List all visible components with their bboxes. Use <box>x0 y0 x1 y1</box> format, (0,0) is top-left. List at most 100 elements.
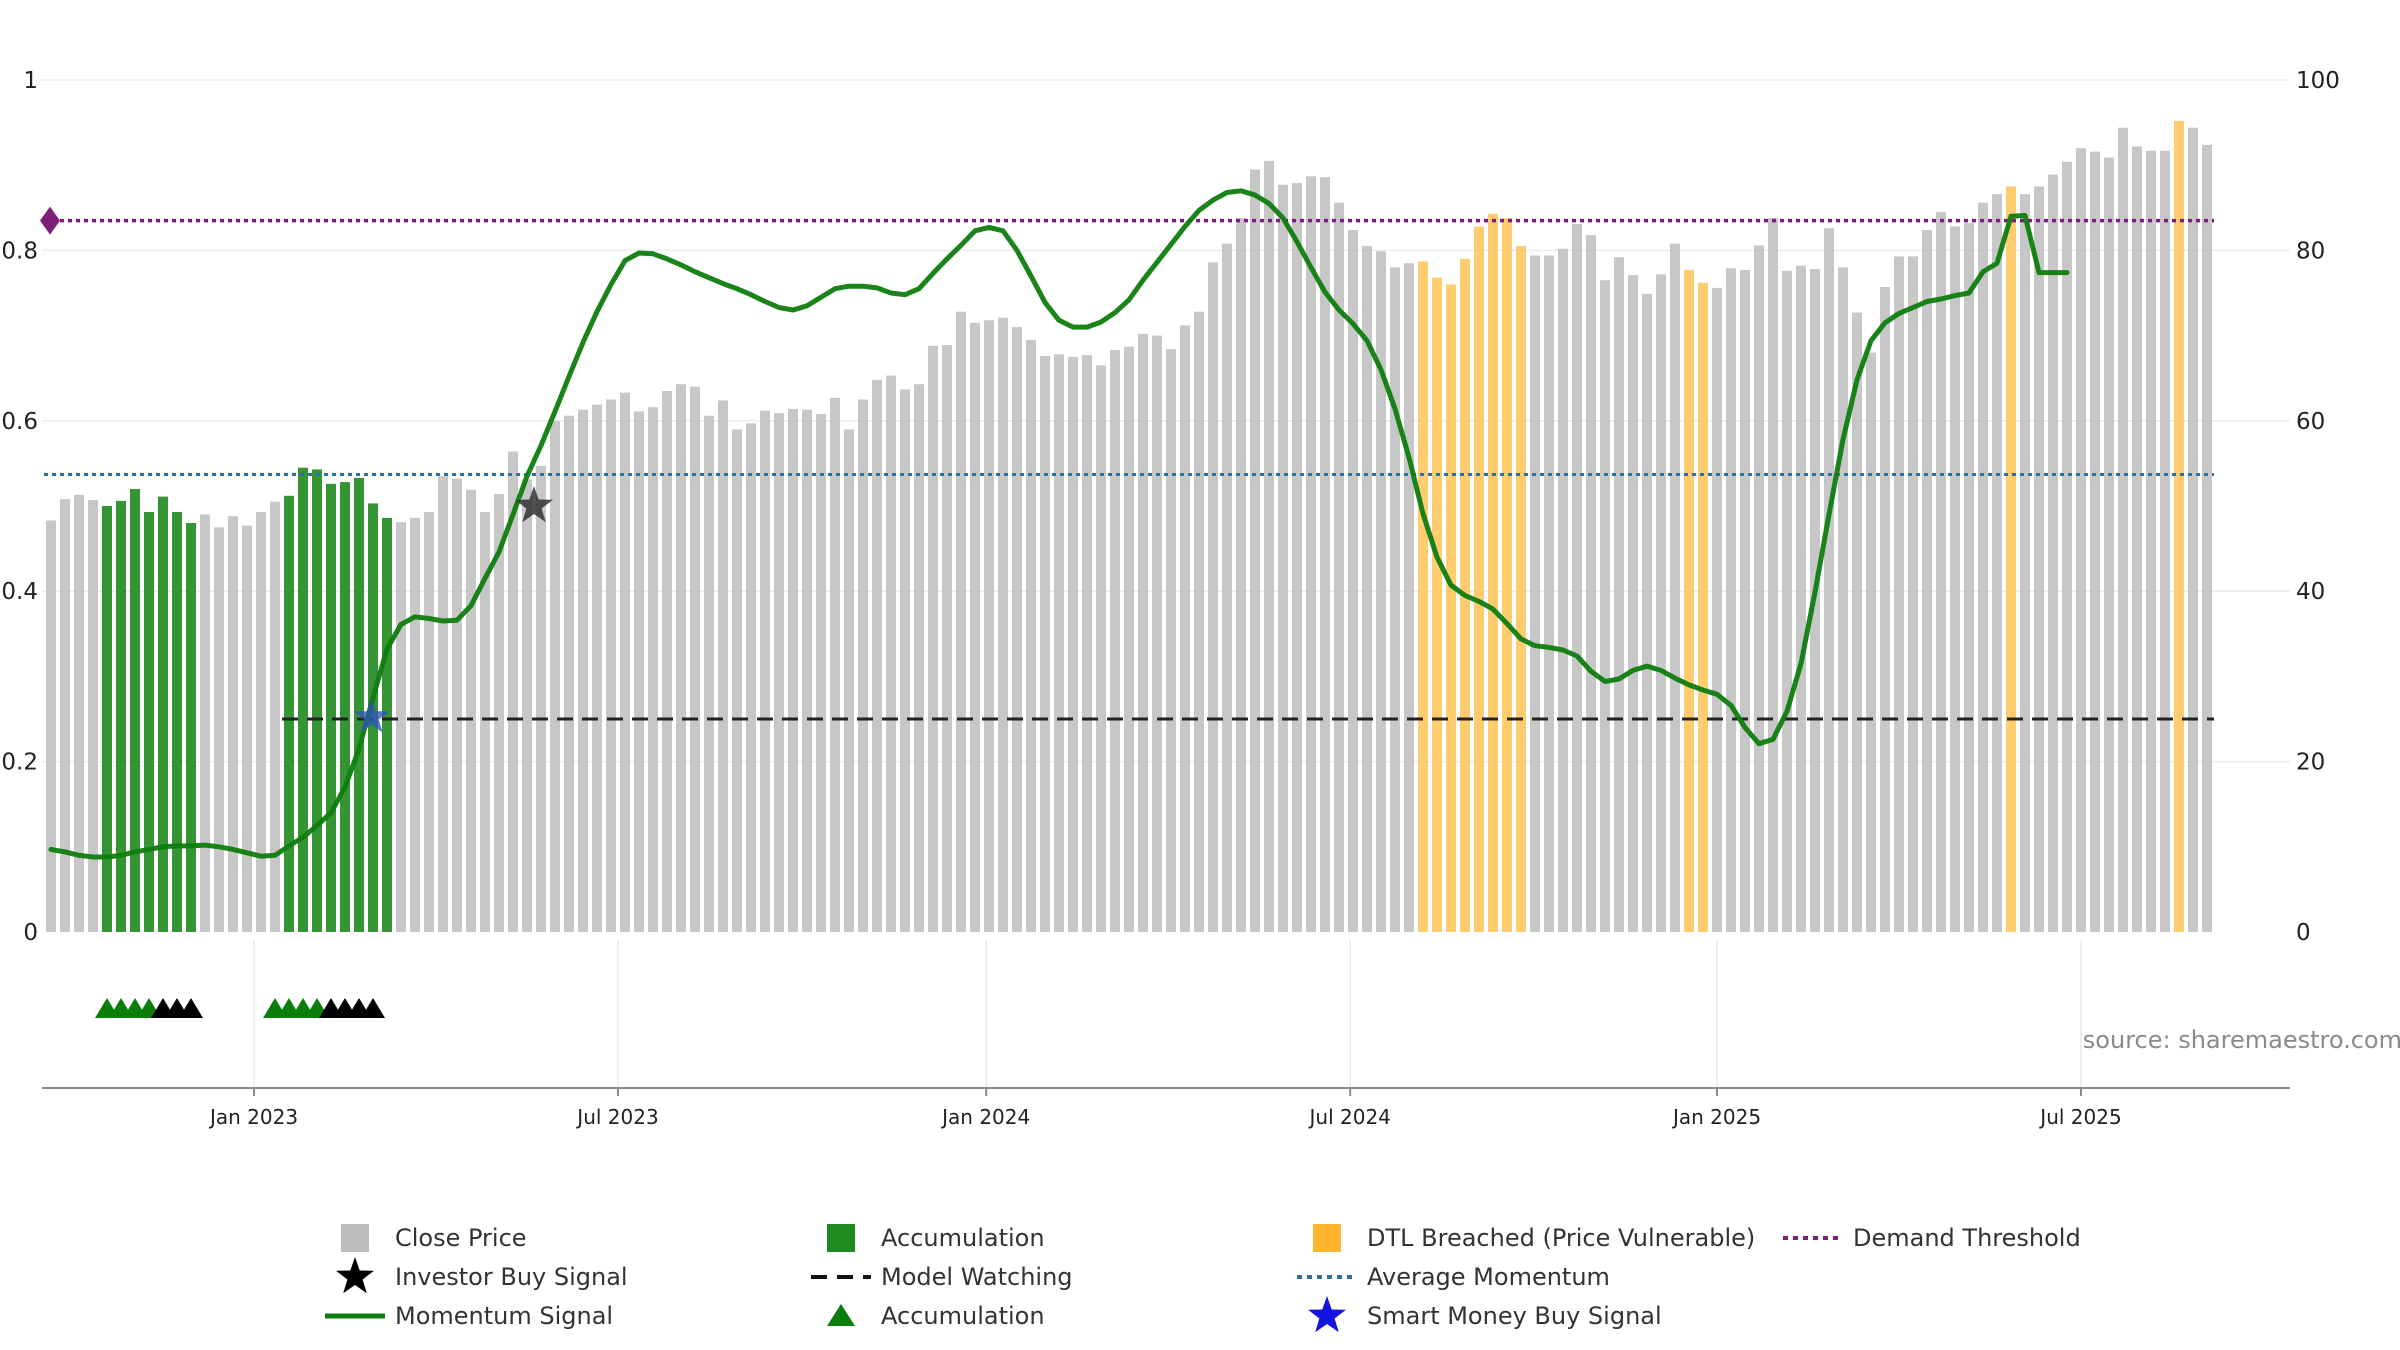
close-price-bar <box>1362 246 1372 933</box>
close-price-bar <box>1530 255 1540 932</box>
close-price-bar <box>1348 230 1358 932</box>
dtl-breached-bar <box>2174 120 2184 932</box>
accumulation-bar <box>340 482 350 932</box>
momentum-signal-line <box>48 188 2070 860</box>
legend-item: Accumulation <box>827 1302 1045 1330</box>
close-price-bar <box>1852 312 1862 933</box>
y-right-tick-label: 100 <box>2296 68 2340 94</box>
close-price-bar <box>970 322 980 932</box>
close-price-bar <box>830 397 840 932</box>
close-price-bar <box>760 410 770 933</box>
close-price-bar <box>1950 226 1960 932</box>
x-tick-label: Jan 2023 <box>208 1105 298 1129</box>
close-price-bar <box>578 409 588 932</box>
close-price-bar <box>942 345 952 932</box>
dtl-breached-bar <box>1474 226 1484 932</box>
legend-item: Average Momentum <box>1297 1263 1610 1291</box>
close-price-bar <box>2090 151 2100 933</box>
close-price-bar <box>508 451 518 932</box>
close-price-bar <box>1292 183 1302 933</box>
close-price-bar <box>2160 150 2170 932</box>
close-price-bar <box>2202 144 2212 933</box>
accumulation-triangle-black <box>361 998 385 1018</box>
dtl-breached-bar <box>1502 218 1512 932</box>
close-price-bar <box>1320 177 1330 933</box>
close-price-bar <box>886 375 896 933</box>
accumulation-bar <box>130 489 140 932</box>
close-price-bar <box>1978 202 1988 932</box>
accumulation-bar <box>102 506 112 932</box>
close-price-bar <box>774 413 784 933</box>
y-right-tick-label: 60 <box>2296 409 2325 435</box>
demand-threshold-marker <box>40 206 60 235</box>
close-price-bar <box>1964 223 1974 933</box>
close-price-bar <box>1222 243 1232 933</box>
close-price-bar <box>480 512 490 932</box>
legend-label: Investor Buy Signal <box>395 1263 628 1291</box>
legend-item: Close Price <box>341 1224 527 1252</box>
close-price-bar <box>2034 186 2044 932</box>
legend-item: Momentum Signal <box>325 1302 613 1330</box>
close-price-bar <box>1278 184 1288 933</box>
close-price-bar <box>1838 267 1848 932</box>
close-price-bar <box>1026 339 1036 932</box>
close-price-bar <box>1124 346 1134 932</box>
legend-close-price-swatch <box>341 1224 369 1252</box>
smart-money-buy-signal-star <box>353 698 390 733</box>
close-price-bar <box>228 516 238 932</box>
reference-lines <box>40 206 2214 721</box>
close-price-bar <box>1782 270 1792 932</box>
legend-item: Accumulation <box>827 1224 1045 1252</box>
legend-label: Close Price <box>395 1224 527 1252</box>
close-price-bar <box>648 407 658 932</box>
close-price-bar <box>2062 161 2072 933</box>
close-price-bar <box>2146 150 2156 932</box>
close-price-bar <box>410 517 420 932</box>
close-price-bar <box>1670 243 1680 933</box>
close-price-bar <box>956 311 966 932</box>
accumulation-bar <box>158 496 168 932</box>
y-left-tick-label: 0.6 <box>1 409 38 435</box>
x-tick-label: Jul 2023 <box>575 1105 658 1129</box>
close-price-bar <box>690 386 700 932</box>
y-right-tick-label: 0 <box>2296 920 2311 946</box>
close-price-bar <box>214 527 224 932</box>
close-price-bar <box>732 429 742 932</box>
close-price-bar <box>1138 333 1148 932</box>
close-price-bar <box>1754 245 1764 933</box>
legend-item: Smart Money Buy Signal <box>1308 1296 1662 1333</box>
close-price-bar <box>550 420 560 932</box>
y-left-tick-label: 0.4 <box>1 579 38 605</box>
close-price-bar <box>1586 235 1596 933</box>
close-price-bar <box>1880 287 1890 932</box>
close-price-bar <box>1572 224 1582 932</box>
accumulation-bar <box>298 467 308 932</box>
close-price-bar <box>1040 356 1050 932</box>
close-price-bar <box>536 466 546 932</box>
close-price-bar <box>634 411 644 932</box>
close-price-bar <box>74 494 84 932</box>
dtl-breached-bar <box>1488 213 1498 933</box>
y-left-tick-label: 1 <box>23 68 38 94</box>
accumulation-bar <box>326 483 336 932</box>
close-price-bar <box>928 345 938 932</box>
legend-label: Accumulation <box>881 1224 1045 1252</box>
close-price-bar <box>1628 275 1638 933</box>
close-price-bar <box>1712 287 1722 932</box>
close-price-bar <box>676 384 686 932</box>
close-price-bar <box>2132 146 2142 932</box>
close-price-bar <box>802 409 812 932</box>
accumulation-markers <box>95 998 385 1018</box>
close-price-bar <box>396 522 406 932</box>
legend-label: Accumulation <box>881 1302 1045 1330</box>
close-price-bar <box>1194 311 1204 932</box>
close-price-bar <box>1642 293 1652 932</box>
dtl-breached-bar <box>1432 277 1442 932</box>
accumulation-triangle-black <box>179 998 203 1018</box>
accumulation-bar <box>312 469 322 932</box>
close-price-bar <box>1894 256 1904 932</box>
accumulation-bar <box>382 517 392 932</box>
accumulation-bar <box>144 512 154 932</box>
close-price-bar <box>662 391 672 932</box>
close-price-bar <box>592 404 602 933</box>
